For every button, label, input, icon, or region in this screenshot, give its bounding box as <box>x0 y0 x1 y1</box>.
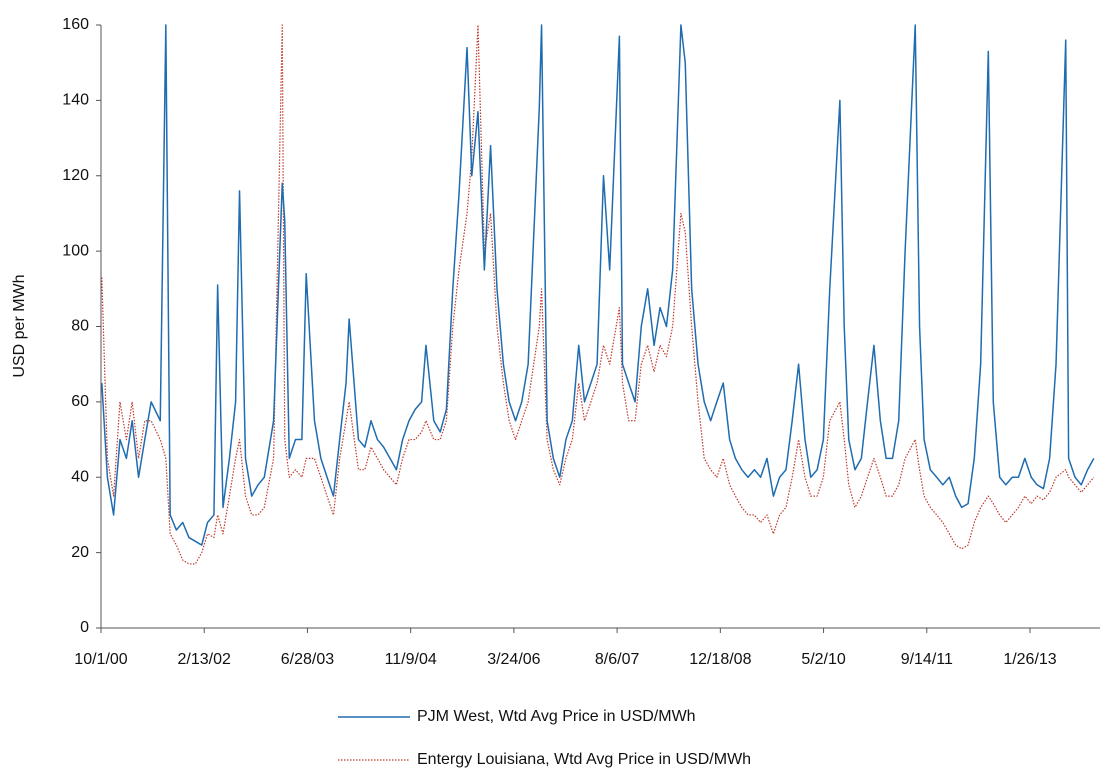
y-tick-label: 160 <box>62 16 89 33</box>
y-tick-label: 20 <box>71 544 89 561</box>
x-tick-label: 11/9/04 <box>385 651 437 668</box>
x-tick-label: 12/18/08 <box>689 651 751 668</box>
series-line <box>101 24 1095 546</box>
x-tick-label: 1/26/13 <box>1003 651 1056 668</box>
x-tick-label: 6/28/03 <box>281 651 334 668</box>
y-tick-label: 40 <box>71 468 89 485</box>
x-tick-label: 2/13/02 <box>178 651 231 668</box>
y-tick-label: 80 <box>71 318 89 335</box>
y-axis-label: USD per MWh <box>11 274 28 377</box>
y-tick-label: 120 <box>62 167 89 184</box>
y-tick-label: 140 <box>62 92 89 109</box>
y-tick-label: 0 <box>80 619 89 636</box>
x-tick-label: 8/6/07 <box>595 651 640 668</box>
legend-label: Entergy Louisiana, Wtd Avg Price in USD/… <box>417 751 751 768</box>
x-tick-label: 5/2/10 <box>801 651 846 668</box>
x-tick-label: 10/1/00 <box>74 651 127 668</box>
y-tick-label: 100 <box>62 242 89 259</box>
plot-area <box>101 24 1095 565</box>
legend-label: PJM West, Wtd Avg Price in USD/MWh <box>417 708 696 725</box>
x-tick-label: 3/24/06 <box>487 651 540 668</box>
series-line <box>101 24 1095 565</box>
x-tick-label: 9/14/11 <box>901 651 953 668</box>
y-tick-label: 60 <box>71 393 89 410</box>
